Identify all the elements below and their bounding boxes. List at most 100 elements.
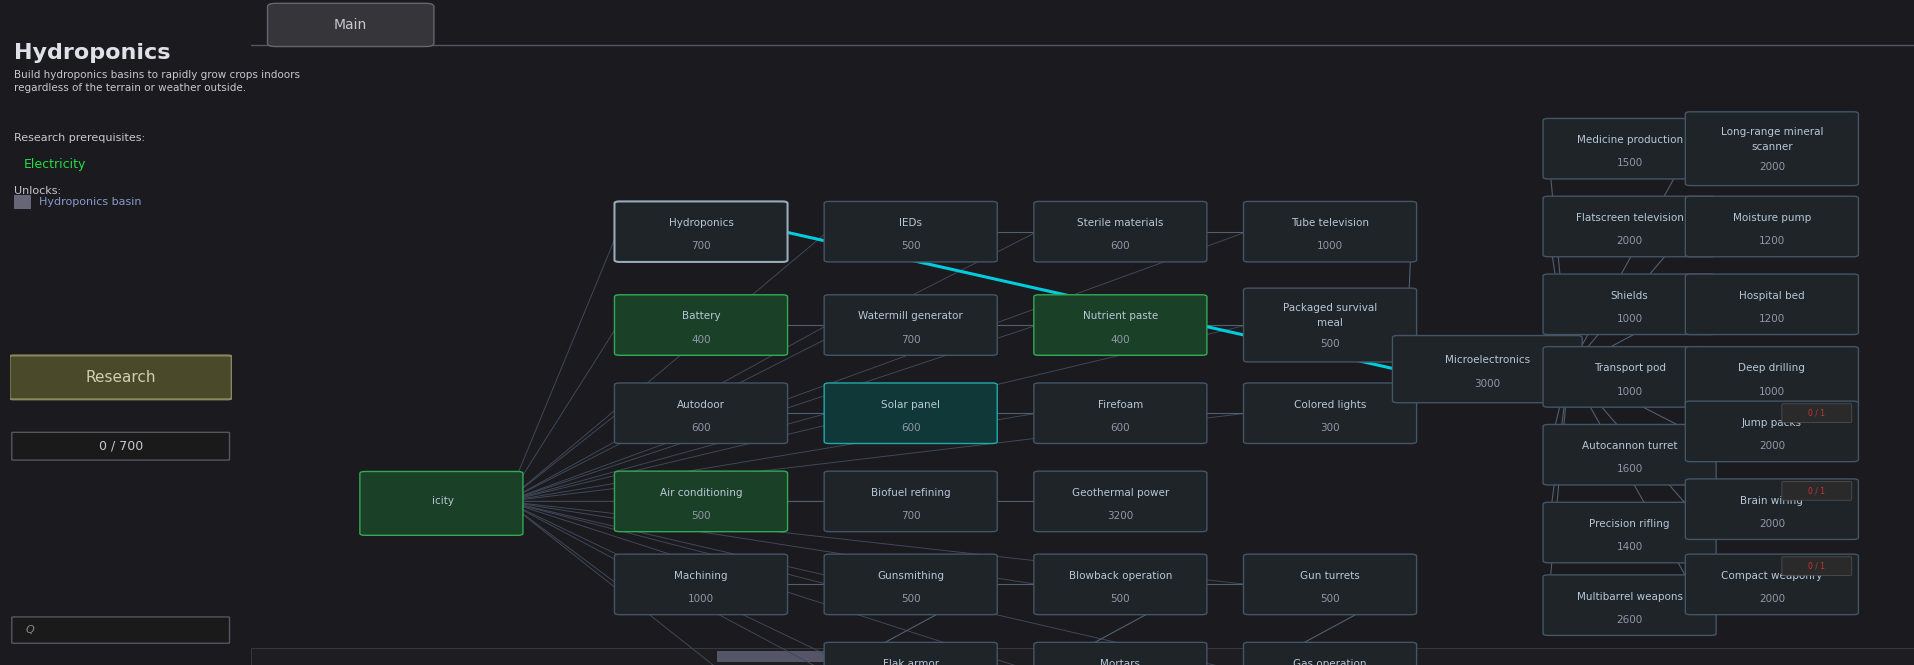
Text: 2000: 2000 bbox=[1757, 519, 1784, 529]
Bar bbox=[15, 195, 31, 209]
Text: 1000: 1000 bbox=[1317, 241, 1342, 251]
Text: Unlocks:: Unlocks: bbox=[15, 186, 61, 196]
Text: 500: 500 bbox=[691, 511, 710, 521]
FancyBboxPatch shape bbox=[1034, 642, 1206, 665]
Text: 2000: 2000 bbox=[1757, 162, 1784, 172]
FancyBboxPatch shape bbox=[1543, 346, 1715, 407]
FancyBboxPatch shape bbox=[1034, 471, 1206, 532]
Text: 500: 500 bbox=[1319, 594, 1340, 604]
FancyBboxPatch shape bbox=[614, 295, 787, 355]
Text: Flak armor: Flak armor bbox=[882, 659, 938, 665]
FancyBboxPatch shape bbox=[1684, 196, 1857, 257]
Text: Biofuel refining: Biofuel refining bbox=[871, 487, 949, 498]
Text: Hydroponics: Hydroponics bbox=[15, 43, 170, 63]
Text: 400: 400 bbox=[1110, 334, 1129, 344]
Text: Q: Q bbox=[25, 625, 34, 635]
FancyBboxPatch shape bbox=[1543, 274, 1715, 334]
Text: scanner: scanner bbox=[1749, 142, 1792, 152]
Text: 1000: 1000 bbox=[1615, 314, 1642, 324]
Text: Solar panel: Solar panel bbox=[880, 400, 940, 410]
Text: 2600: 2600 bbox=[1615, 614, 1642, 625]
Text: Autocannon turret: Autocannon turret bbox=[1581, 441, 1677, 451]
FancyBboxPatch shape bbox=[1684, 112, 1857, 186]
Text: 1600: 1600 bbox=[1615, 464, 1642, 474]
Text: 2000: 2000 bbox=[1757, 594, 1784, 604]
Text: 1200: 1200 bbox=[1757, 314, 1784, 324]
Text: Colored lights: Colored lights bbox=[1294, 400, 1365, 410]
Text: 400: 400 bbox=[691, 334, 710, 344]
Text: Battery: Battery bbox=[681, 311, 720, 321]
Text: Tube television: Tube television bbox=[1290, 218, 1369, 228]
FancyBboxPatch shape bbox=[1242, 554, 1416, 614]
Text: Microelectronics: Microelectronics bbox=[1443, 356, 1529, 366]
FancyBboxPatch shape bbox=[823, 295, 997, 355]
Text: 600: 600 bbox=[900, 423, 921, 433]
Text: Gunsmithing: Gunsmithing bbox=[877, 571, 944, 581]
FancyBboxPatch shape bbox=[614, 201, 787, 262]
Text: Hydroponics: Hydroponics bbox=[668, 218, 733, 228]
FancyBboxPatch shape bbox=[1242, 201, 1416, 262]
Text: Moisture pump: Moisture pump bbox=[1732, 213, 1811, 223]
FancyBboxPatch shape bbox=[823, 383, 997, 444]
Text: Long-range mineral: Long-range mineral bbox=[1721, 127, 1822, 137]
Text: Geothermal power: Geothermal power bbox=[1072, 487, 1168, 498]
Text: Main: Main bbox=[333, 18, 367, 32]
FancyBboxPatch shape bbox=[1684, 554, 1857, 614]
Text: 600: 600 bbox=[691, 423, 710, 433]
FancyBboxPatch shape bbox=[1391, 336, 1581, 403]
Text: icity: icity bbox=[433, 496, 454, 507]
Text: 500: 500 bbox=[1319, 338, 1340, 348]
Text: 600: 600 bbox=[1110, 423, 1129, 433]
FancyBboxPatch shape bbox=[823, 201, 997, 262]
Text: Shields: Shields bbox=[1610, 291, 1648, 301]
FancyBboxPatch shape bbox=[1242, 383, 1416, 444]
Text: Machining: Machining bbox=[674, 571, 727, 581]
Text: 0 / 1: 0 / 1 bbox=[1807, 486, 1824, 495]
Text: Blowback operation: Blowback operation bbox=[1068, 571, 1171, 581]
FancyBboxPatch shape bbox=[1780, 404, 1851, 422]
FancyBboxPatch shape bbox=[1034, 295, 1206, 355]
Bar bbox=[716, 651, 850, 662]
FancyBboxPatch shape bbox=[823, 642, 997, 665]
Text: Gun turrets: Gun turrets bbox=[1300, 571, 1359, 581]
Text: 1000: 1000 bbox=[687, 594, 714, 604]
FancyBboxPatch shape bbox=[10, 355, 232, 399]
Text: Precision rifling: Precision rifling bbox=[1589, 519, 1669, 529]
Text: 0 / 1: 0 / 1 bbox=[1807, 562, 1824, 571]
Text: Build hydroponics basins to rapidly grow crops indoors
regardless of the terrain: Build hydroponics basins to rapidly grow… bbox=[15, 70, 300, 93]
FancyBboxPatch shape bbox=[823, 471, 997, 532]
Text: 700: 700 bbox=[900, 334, 921, 344]
Text: 700: 700 bbox=[691, 241, 710, 251]
Text: Compact weaponry: Compact weaponry bbox=[1721, 571, 1822, 581]
Text: 300: 300 bbox=[1319, 423, 1340, 433]
Text: Flatscreen television: Flatscreen television bbox=[1575, 213, 1682, 223]
Text: meal: meal bbox=[1317, 318, 1342, 328]
Text: Hydroponics basin: Hydroponics basin bbox=[38, 197, 142, 207]
Text: 1400: 1400 bbox=[1615, 542, 1642, 552]
Text: Nutrient paste: Nutrient paste bbox=[1081, 311, 1158, 321]
Text: 3200: 3200 bbox=[1106, 511, 1133, 521]
FancyBboxPatch shape bbox=[1242, 288, 1416, 362]
Text: Firefoam: Firefoam bbox=[1097, 400, 1143, 410]
FancyBboxPatch shape bbox=[614, 554, 787, 614]
FancyBboxPatch shape bbox=[1684, 346, 1857, 407]
Text: 2000: 2000 bbox=[1757, 441, 1784, 451]
Text: Research: Research bbox=[86, 370, 155, 385]
Text: Sterile materials: Sterile materials bbox=[1078, 218, 1164, 228]
FancyBboxPatch shape bbox=[1684, 479, 1857, 539]
Text: 1200: 1200 bbox=[1757, 236, 1784, 246]
Text: Gas operation: Gas operation bbox=[1292, 659, 1367, 665]
Text: 500: 500 bbox=[900, 594, 921, 604]
Text: Air conditioning: Air conditioning bbox=[660, 487, 743, 498]
Text: 1000: 1000 bbox=[1757, 386, 1784, 396]
FancyBboxPatch shape bbox=[823, 554, 997, 614]
Text: 0 / 1: 0 / 1 bbox=[1807, 408, 1824, 418]
Text: Multibarrel weapons: Multibarrel weapons bbox=[1575, 591, 1682, 602]
Text: 1500: 1500 bbox=[1615, 158, 1642, 168]
Text: 500: 500 bbox=[900, 241, 921, 251]
FancyBboxPatch shape bbox=[1780, 557, 1851, 575]
FancyBboxPatch shape bbox=[11, 617, 230, 643]
Text: Research prerequisites:: Research prerequisites: bbox=[15, 133, 145, 143]
Text: 2000: 2000 bbox=[1615, 236, 1642, 246]
Text: 500: 500 bbox=[1110, 594, 1129, 604]
